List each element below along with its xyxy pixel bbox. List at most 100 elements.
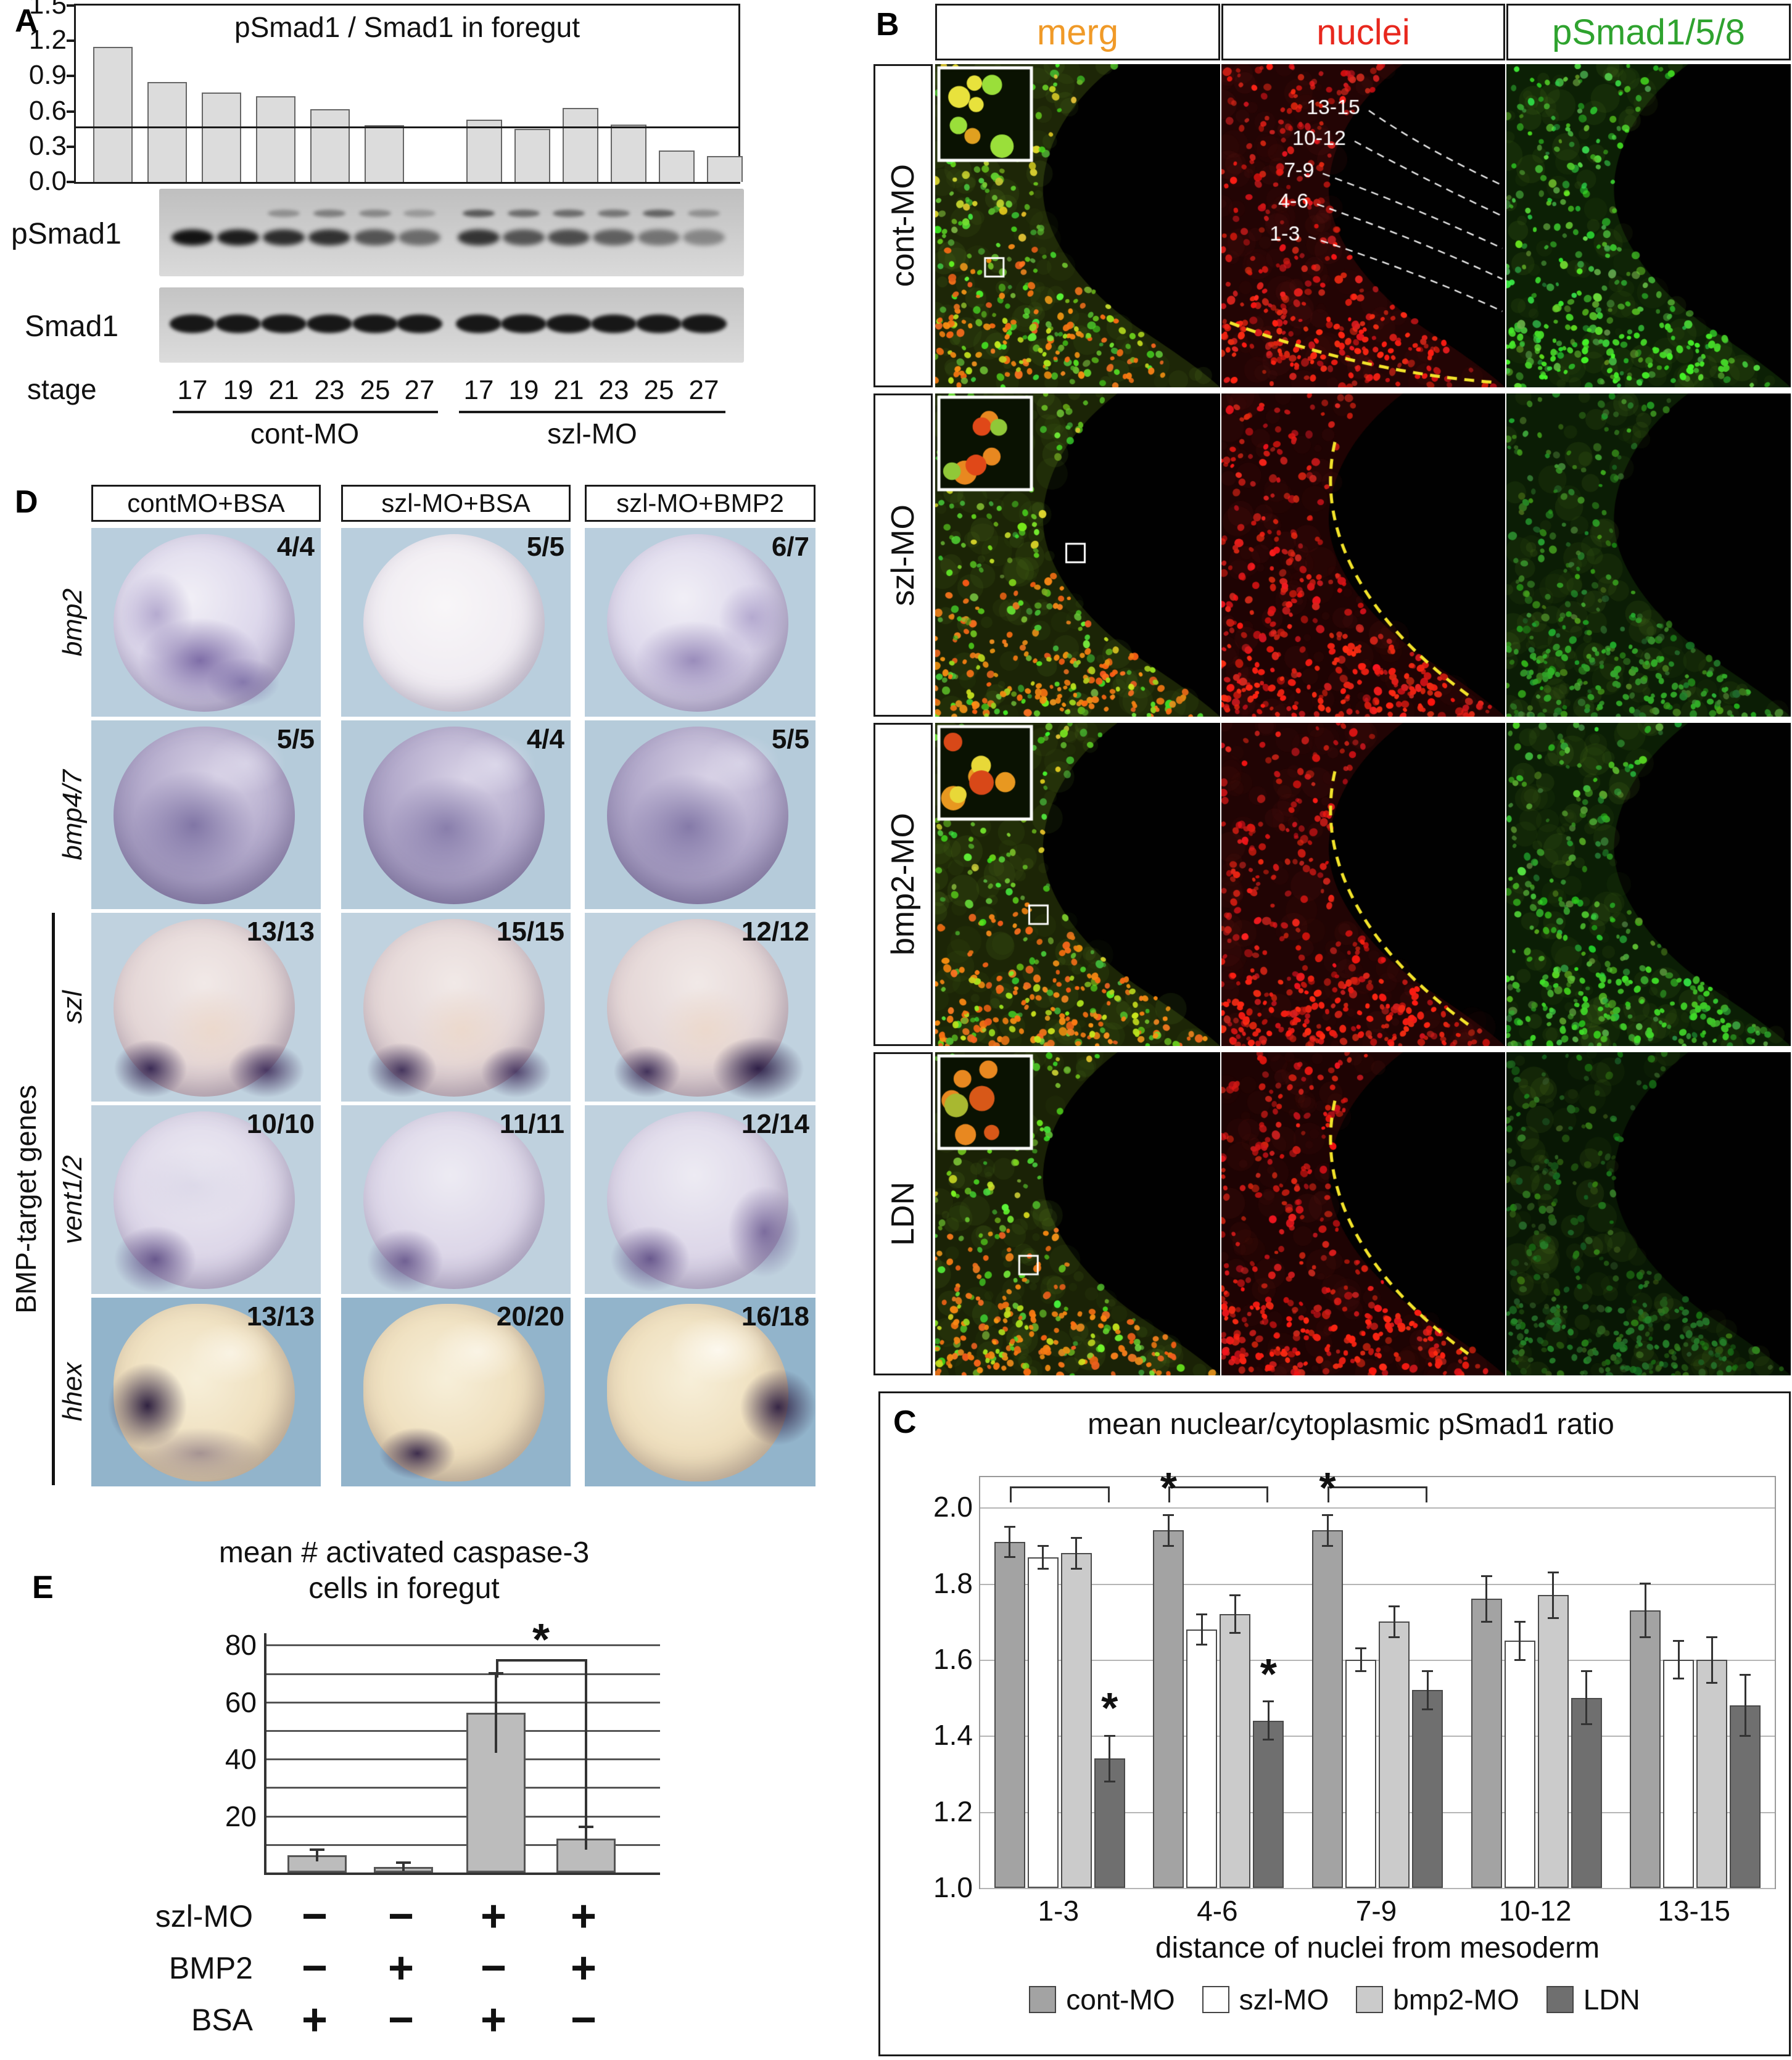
legend-label: szl-MO <box>1239 1984 1329 2016</box>
panel-b-header-merg: merg <box>935 4 1220 60</box>
panel-c-xlabel: distance of nuclei from mesoderm <box>1155 1932 1600 1964</box>
panel-e-errorcap <box>310 1848 324 1852</box>
panel-a-bar <box>707 156 743 182</box>
psmad1-blot-label: pSmad1 <box>11 218 122 250</box>
embryo-count: 5/5 <box>276 724 315 754</box>
stage-label: stage <box>27 373 97 405</box>
panel-a-bar <box>659 150 695 182</box>
embryo-stain <box>456 734 536 796</box>
smad1-band <box>352 315 398 333</box>
panel-c-sig-star: * <box>1160 1463 1178 1512</box>
smad1-band <box>681 315 727 333</box>
legend-item-szl-MO: szl-MO <box>1202 1983 1329 2016</box>
panel-c-errorcap <box>1547 1617 1559 1619</box>
embryo-count: 4/4 <box>526 724 564 754</box>
panel-c-xtick: 10-12 <box>1498 1895 1572 1927</box>
embryo-image: 4/4 <box>91 528 321 717</box>
panel-c-errorcap <box>1389 1605 1400 1608</box>
psmad1-band <box>217 229 259 245</box>
embryo-stain <box>481 1045 551 1098</box>
panel-a-reference-line <box>76 126 738 129</box>
panel-c-gridline <box>980 1583 1775 1585</box>
embryo-image: 5/5 <box>341 528 571 717</box>
micrograph-szl-MO-merg <box>935 393 1220 717</box>
panel-c-errorcap <box>1514 1620 1526 1623</box>
panel-c-errorcap <box>1514 1658 1526 1661</box>
panel-c-label: C <box>893 1404 917 1440</box>
panel-e-title-line1: mean # activated caspase-3 <box>218 1536 590 1569</box>
szl-mo-group-label: szl-MO <box>547 418 637 450</box>
panel-c-errorcap <box>1422 1708 1433 1710</box>
condition-sign: + <box>301 1995 328 2045</box>
panel-c-legend: cont-MO szl-MO bmp2-MO LDN <box>880 1983 1789 2016</box>
gene-label-box: szl <box>57 913 88 1102</box>
panel-e-errorbar <box>495 1673 497 1753</box>
panel-c-bar-szl-MO <box>1504 1641 1535 1888</box>
embryo-image: 20/20 <box>341 1298 571 1486</box>
panel-a-ytick-mark <box>67 4 74 7</box>
condition-sign: − <box>301 1892 328 1941</box>
embryo-image: 5/5 <box>585 720 815 909</box>
panel-c-errorbar <box>1167 1515 1170 1546</box>
panel-c-errorcap <box>1070 1567 1082 1570</box>
psmad1-band <box>548 229 590 245</box>
psmad1-upper-band <box>643 210 675 217</box>
panel-b-header-nuclei: nuclei <box>1221 4 1505 60</box>
micrograph-bmp2-MO-nuclei <box>1221 723 1505 1046</box>
panel-c-errorcap <box>1196 1613 1208 1615</box>
panel-e-gridline <box>266 1701 660 1704</box>
panel-c-errorcap <box>1322 1544 1333 1547</box>
psmad1-band <box>683 229 725 245</box>
stage-number: 27 <box>688 375 719 405</box>
condition-sign: + <box>387 1943 415 1993</box>
panel-e-label: E <box>32 1570 54 1605</box>
panel-c-errorcap <box>1263 1739 1274 1741</box>
panel-e-gridline <box>266 1758 660 1761</box>
panel-c-gridline <box>980 1736 1775 1737</box>
micrograph-cont-MO-psmad <box>1506 64 1791 387</box>
panel-e-gridline <box>266 1673 660 1675</box>
panel-e-ytick: 20 <box>225 1800 257 1832</box>
embryo-body <box>363 534 545 712</box>
legend-item-LDN: LDN <box>1546 1983 1640 2016</box>
smad1-band <box>591 315 637 333</box>
panel-c-errorcap <box>1673 1678 1685 1680</box>
panel-c-bar-szl-MO <box>1027 1557 1059 1888</box>
condition-sign: + <box>480 1892 507 1941</box>
panel-c-errorcap <box>1673 1639 1685 1642</box>
panel-c-errorcap <box>1740 1734 1751 1737</box>
panel-c-ytick: 1.2 <box>933 1795 973 1827</box>
gene-label: hhex <box>57 1362 88 1422</box>
panel-c-errorbar <box>1519 1621 1521 1660</box>
panel-c-errorbar <box>1234 1595 1236 1633</box>
panel-c-errorcap <box>1037 1544 1049 1547</box>
panel-c-errorcap <box>1229 1594 1241 1596</box>
panel-c-bar-LDN <box>1253 1720 1284 1888</box>
panel-c-gridline <box>980 1888 1775 1889</box>
stage-number: 17 <box>177 375 208 405</box>
psmad1-upper-band <box>359 210 391 217</box>
panel-c-errorcap <box>1322 1514 1333 1517</box>
micrograph-LDN-merg <box>935 1052 1220 1375</box>
legend-label: LDN <box>1583 1984 1640 2016</box>
gene-label-box: vent1/2 <box>57 1105 88 1294</box>
stage-number: 17 <box>463 375 494 405</box>
embryo-image: 4/4 <box>341 720 571 909</box>
panel-c-errorbar <box>1485 1576 1488 1622</box>
panel-a-bar <box>365 125 404 182</box>
stage-number: 19 <box>508 375 539 405</box>
panel-e-gridline <box>266 1730 660 1732</box>
panel-c-sig-star: * <box>1101 1684 1118 1732</box>
panel-e-errorcap <box>396 1861 411 1864</box>
panel-c-bar-szl-MO <box>1186 1629 1218 1888</box>
smad1-band <box>397 315 442 333</box>
panel-c-errorbar <box>1042 1546 1044 1568</box>
smad1-blot-label: Smad1 <box>25 310 119 343</box>
panel-c-errorcap <box>1163 1514 1175 1517</box>
micrograph-LDN-nuclei <box>1221 1052 1505 1375</box>
panel-c-errorcap <box>1263 1700 1274 1703</box>
panel-c-errorcap <box>1070 1537 1082 1539</box>
panel-c-bar-cont-MO <box>1312 1530 1343 1888</box>
gene-label: bmp4/7 <box>57 769 88 860</box>
